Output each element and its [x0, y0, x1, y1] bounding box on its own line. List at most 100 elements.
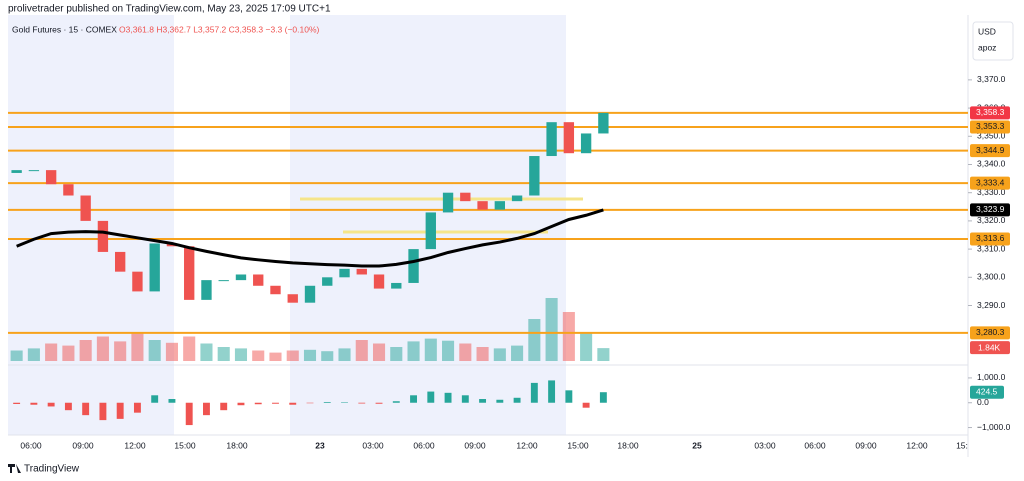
- x-tick-label: 23: [315, 440, 325, 450]
- osc-bar: [237, 402, 245, 406]
- level-label: 3,323.9: [976, 204, 1005, 214]
- candle-body: [477, 201, 488, 210]
- volume-bar: [562, 312, 575, 361]
- x-tick-label: 15:: [956, 440, 968, 450]
- candle-body: [339, 268, 350, 278]
- osc-bar: [513, 397, 521, 403]
- osc-bar: [203, 402, 210, 416]
- x-tick-label: 15:00: [174, 440, 196, 450]
- osc-bar: [410, 395, 417, 403]
- candle-body: [287, 294, 298, 303]
- y-tick-label: 3,320.0: [977, 215, 1006, 225]
- volume-bar: [217, 347, 230, 361]
- candle-body: [529, 156, 540, 196]
- volume-bar: [338, 348, 351, 361]
- candle-body: [114, 251, 126, 272]
- volume-bar: [234, 348, 248, 361]
- candle-body: [270, 285, 281, 295]
- volume-bar: [62, 345, 75, 361]
- x-tick-label: 06:00: [20, 440, 42, 450]
- volume-bar: [407, 341, 420, 361]
- logo: [8, 464, 21, 473]
- osc-bar: [461, 395, 469, 403]
- level-label: 3,358.3: [976, 107, 1005, 117]
- candle-body: [546, 122, 557, 157]
- volume-bar: [597, 348, 610, 361]
- x-tick-label: 09:00: [464, 440, 486, 450]
- volume-bar: [45, 343, 58, 361]
- candle-body: [132, 271, 143, 292]
- osc-bar: [358, 402, 366, 404]
- x-tick-label: 25: [692, 440, 702, 450]
- candle-body: [391, 282, 402, 289]
- volume-label-box: [970, 341, 1010, 355]
- level-label-box: [970, 232, 1010, 246]
- x-tick-label: 12:00: [906, 440, 928, 450]
- candle-body: [235, 274, 247, 281]
- volume-bar: [148, 340, 161, 361]
- level-label-box: [970, 120, 1010, 134]
- osc-bar: [375, 402, 383, 404]
- volume-bar: [459, 343, 472, 361]
- osc-bar: [565, 390, 573, 403]
- osc-bar: [272, 402, 279, 404]
- osc-bar: [220, 402, 228, 411]
- candle-body: [598, 112, 609, 134]
- candle-body: [97, 220, 109, 252]
- osc-tick-label: 1,000.0: [977, 372, 1006, 382]
- volume-bar: [321, 351, 334, 361]
- osc-bar: [444, 392, 452, 403]
- candle-body: [28, 170, 40, 172]
- volume-bar: [303, 349, 317, 361]
- level-label: 3,333.4: [976, 177, 1005, 187]
- volume-bar: [131, 333, 144, 361]
- brand: TradingView: [24, 464, 80, 475]
- candle-body: [253, 274, 264, 286]
- volume-bar: [27, 348, 40, 361]
- ohlc: O3,361.8 H3,362.7 L3,357.2 C3,358.3 −3.3…: [119, 24, 320, 34]
- level-label: 3,280.3: [976, 327, 1005, 337]
- y-tick-label: 3,330.0: [977, 187, 1006, 197]
- candle-body: [201, 280, 212, 300]
- candle-body: [425, 212, 436, 250]
- volume-bar: [528, 319, 541, 361]
- candle-body: [373, 274, 385, 289]
- currency-box[interactable]: [972, 21, 1014, 61]
- osc-tick-label: 0.0: [977, 397, 989, 407]
- osc-bar: [13, 402, 21, 404]
- level-label: 3,313.6: [976, 233, 1005, 243]
- volume-bar: [200, 343, 213, 361]
- osc-bar: [479, 399, 487, 403]
- level-label-box: [970, 326, 1010, 340]
- y-tick-label: 3,340.0: [977, 159, 1006, 169]
- osc-bar: [30, 402, 38, 405]
- candle-body: [442, 192, 454, 213]
- osc-bar: [496, 399, 504, 403]
- candle-body: [563, 122, 575, 154]
- level-label: 3,353.3: [976, 121, 1005, 131]
- plot: 3,290.0 3,300.0 3,310.0 3,320.0 3,330.0 3,340…: [8, 74, 1011, 450]
- candle-body: [408, 249, 419, 283]
- x-tick-label: 03:00: [754, 440, 776, 450]
- symbol: Gold Futures · 15 · COMEX: [12, 24, 117, 34]
- session-shade: [8, 15, 174, 435]
- osc-bar: [151, 395, 159, 403]
- osc-bar: [133, 402, 141, 413]
- volume-bar: [355, 340, 368, 361]
- candle-body: [356, 268, 367, 275]
- osc-tick-label: −1,000.0: [977, 422, 1011, 432]
- candle-body: [45, 170, 57, 185]
- osc-bar: [99, 402, 107, 421]
- volume-bar: [442, 340, 455, 361]
- x-tick-label: 06:00: [413, 440, 435, 450]
- osc-bar: [530, 382, 538, 403]
- level-label-box: [970, 203, 1010, 217]
- currency: USD: [978, 26, 996, 36]
- osc-bar: [582, 402, 590, 408]
- candle-body: [11, 170, 22, 173]
- volume-bar: [580, 333, 593, 361]
- osc-bar: [392, 401, 400, 403]
- candle-body: [322, 277, 333, 286]
- volume-bar: [10, 350, 23, 361]
